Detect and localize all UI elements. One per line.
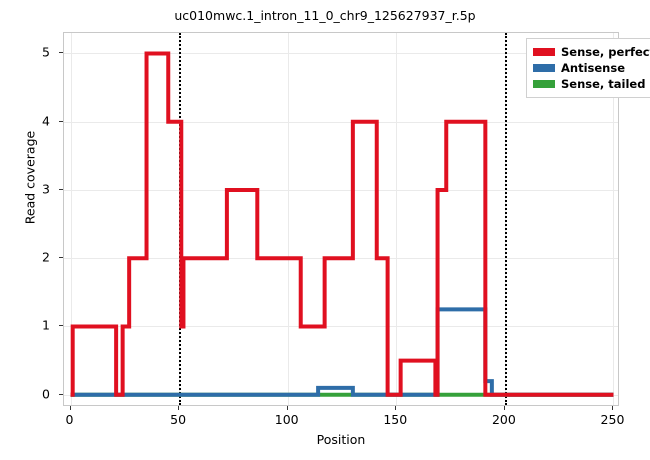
gridline-vertical-150 — [396, 33, 398, 405]
y-tick-mark-3 — [59, 188, 63, 190]
y-tick-label-5: 5 — [42, 44, 50, 60]
y-tick-label-3: 3 — [42, 181, 50, 197]
y-tick-label-4: 4 — [42, 113, 50, 129]
gridline-horizontal-3 — [64, 189, 618, 191]
y-tick-mark-1 — [59, 325, 63, 327]
chart-title: uc010mwc.1_intron_11_0_chr9_125627937_r.… — [174, 8, 476, 23]
gridline-vertical-0 — [70, 33, 72, 405]
x-tick-label-250: 250 — [600, 412, 625, 427]
y-tick-mark-2 — [59, 257, 63, 259]
chart-legend: Sense, perfect Antisense Sense, tailed — [526, 38, 650, 98]
x-tick-label-0: 0 — [65, 412, 74, 427]
legend-label: Sense, perfect — [561, 45, 650, 59]
legend-swatch-icon — [533, 64, 555, 72]
gridline-horizontal-5 — [64, 53, 618, 55]
x-tick-mark-100 — [286, 406, 288, 410]
x-tick-label-100: 100 — [274, 412, 299, 427]
legend-label: Sense, tailed — [561, 77, 646, 91]
legend-item-0[interactable]: Sense, perfect — [533, 44, 650, 60]
x-axis-label: Position — [316, 432, 366, 447]
x-tick-mark-50 — [178, 406, 180, 410]
x-tick-mark-150 — [395, 406, 397, 410]
x-tick-mark-200 — [503, 406, 505, 410]
legend-item-2[interactable]: Sense, tailed — [533, 76, 650, 92]
legend-label: Antisense — [561, 61, 626, 75]
marker-line-200 — [504, 33, 507, 405]
y-tick-label-0: 0 — [42, 386, 50, 402]
y-axis-label: Read coverage — [22, 130, 38, 225]
series-line-sense-perfect — [70, 51, 614, 397]
legend-swatch-icon — [533, 80, 555, 88]
series-lines — [70, 51, 614, 397]
x-tick-mark-0 — [69, 406, 71, 410]
y-tick-mark-0 — [59, 393, 63, 395]
series-line-antisense — [70, 307, 614, 397]
legend-item-1[interactable]: Antisense — [533, 60, 650, 76]
legend-swatch-icon — [533, 48, 555, 56]
y-tick-label-2: 2 — [42, 249, 50, 265]
gridline-horizontal-1 — [64, 326, 618, 328]
y-tick-mark-5 — [59, 52, 63, 54]
y-tick-label-1: 1 — [42, 317, 50, 333]
x-tick-label-200: 200 — [491, 412, 516, 427]
x-tick-mark-250 — [612, 406, 614, 410]
y-tick-mark-4 — [59, 120, 63, 122]
x-tick-label-150: 150 — [383, 412, 408, 427]
gridline-horizontal-4 — [64, 121, 618, 123]
gridline-vertical-250 — [613, 33, 615, 405]
gridline-vertical-100 — [287, 33, 289, 405]
x-tick-label-50: 50 — [170, 412, 187, 427]
